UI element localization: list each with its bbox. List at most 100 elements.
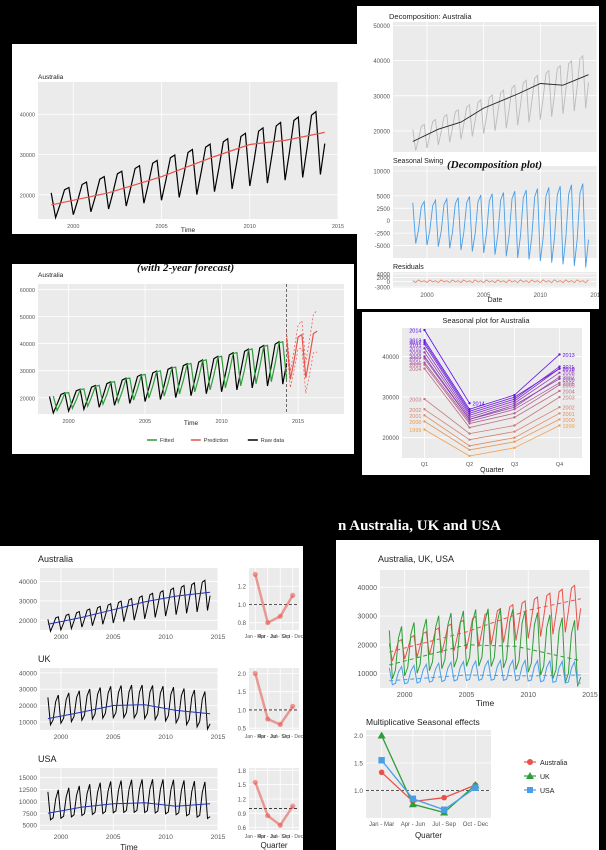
data-point-marker [468, 448, 471, 452]
y-tick-label: 7500 [23, 811, 38, 818]
series-label-left: 2011 [410, 343, 422, 349]
chart-title: Australia [38, 272, 64, 279]
series-line-unnamed-1 [412, 74, 589, 142]
data-point-marker [252, 779, 258, 785]
category-label: Oct - Dec [282, 634, 303, 640]
chart-australia-uk-usa: 10000 20000 30000 40000 2000 2005 2010 2015 Aust… [358, 554, 598, 708]
chart-title: USA [38, 754, 57, 764]
data-point-marker [423, 347, 426, 350]
series-line-usa [381, 759, 476, 811]
series-label-left: 2001 [409, 414, 421, 420]
x-tick-label: 2015 [590, 293, 599, 299]
data-point-marker [423, 355, 426, 358]
x-tick-label: 2015 [211, 634, 225, 641]
plot-background [393, 166, 597, 258]
y-tick-label: 50000 [373, 24, 390, 30]
x-tick-label: 2015 [292, 419, 304, 425]
series-line-australia [254, 574, 294, 625]
y-tick-label: 0.5 [238, 727, 247, 733]
x-tick-label: 2015 [211, 734, 225, 741]
series-label-right: 2009 [563, 377, 575, 383]
series-line-usa [254, 781, 294, 828]
data-point-marker [558, 365, 561, 368]
category-label: Apr - Jun [401, 822, 425, 828]
series-line-prediction [286, 330, 318, 380]
category-label: Jan - Mar [245, 634, 266, 640]
data-point-marker [513, 436, 516, 439]
data-point-marker [252, 571, 258, 577]
y-tick-label: 0.8 [238, 621, 247, 627]
series-line-unnamed-5 [389, 674, 581, 682]
data-point-marker [558, 383, 561, 387]
x-axis-label: Time [184, 420, 199, 427]
legend-label: USA [540, 788, 555, 795]
category-label: Jan - Mar [369, 822, 394, 828]
x-tick-label: 2015 [582, 692, 598, 699]
series-label-left: 2003 [409, 398, 421, 404]
chart-australia-series: 20000 30000 40000 2000 2005 2010 2015 Australia [19, 554, 225, 641]
series-line-2001 [424, 412, 560, 447]
series-label-right: 2005 [563, 383, 575, 389]
y-tick-label: 20000 [19, 703, 37, 710]
data-point-marker [423, 408, 426, 411]
data-point-marker [513, 416, 516, 419]
y-tick-label: 1.0 [238, 708, 247, 714]
data-point-marker [513, 403, 516, 407]
data-point-marker [423, 428, 426, 431]
series-line-unnamed-4 [389, 644, 581, 666]
legend-label: Raw data [261, 438, 285, 444]
data-point-marker [468, 432, 471, 435]
y-tick-label: 30000 [20, 369, 35, 375]
y-tick-label: 30000 [19, 598, 37, 605]
series-line-unnamed-1 [51, 131, 325, 206]
legend-swatch-marker [527, 787, 533, 793]
legend-swatch-marker [526, 772, 534, 779]
series-label-right: 2003 [563, 396, 575, 402]
series-label-left: 2008 [409, 351, 421, 357]
data-point-marker [468, 408, 471, 411]
y-tick-label: 20000 [19, 618, 37, 625]
data-point-marker [513, 406, 516, 409]
x-tick-label: 2005 [106, 734, 121, 741]
category-label: Oct - Dec [463, 822, 488, 828]
series-label-right: 2000 [563, 418, 575, 424]
series-label-right: 1999 [563, 424, 575, 430]
data-point-marker [423, 361, 426, 364]
category-label: Q1 [421, 462, 428, 468]
subpanel-label: Seasonal Swing [393, 158, 443, 165]
y-tick-label: 30000 [20, 153, 35, 159]
category-label: Apr - Jun [258, 734, 279, 740]
series-line-australia [388, 584, 582, 662]
legend-label: Prediction [204, 438, 228, 444]
category-label: Jan - Mar [245, 734, 266, 740]
category-label: Jul - Sep [432, 822, 456, 828]
y-tick-label: 40000 [373, 59, 390, 65]
y-tick-label: 30000 [373, 94, 390, 100]
data-point-marker [558, 389, 561, 393]
series-line-unnamed-1 [47, 591, 211, 625]
data-point-marker [423, 338, 426, 342]
y-tick-label: -2500 [375, 232, 391, 238]
panel-combined: 10000 20000 30000 40000 2000 2005 2010 2015 Aust… [336, 540, 599, 850]
chart-title: Decomposition: Australia [389, 12, 472, 21]
data-point-marker [513, 440, 516, 443]
caption-decomposition: (Decomposition plot) [447, 159, 543, 171]
data-point-marker [513, 408, 516, 411]
chart-title: UK [38, 654, 51, 664]
series-label-left: 2005 [409, 363, 421, 369]
series-line-2012 [424, 341, 560, 412]
x-tick-label: 2000 [420, 293, 434, 299]
x-tick-label: 2000 [54, 734, 69, 741]
panel-forecast: 20000 30000 40000 50000 60000 2000 2005 2010 201… [12, 264, 354, 454]
y-tick-label: 0.9 [238, 812, 247, 818]
chart-australia-trend: 20000 30000 40000 2000 2005 2010 2015 Australia… [20, 74, 344, 234]
data-point-marker [290, 592, 296, 598]
series-label-left: 2002 [409, 408, 421, 414]
x-tick-label: 2010 [244, 224, 256, 230]
x-tick-label: 2000 [54, 634, 69, 641]
series-label-left: 2012 [409, 341, 421, 347]
x-tick-label: 2005 [155, 224, 167, 230]
